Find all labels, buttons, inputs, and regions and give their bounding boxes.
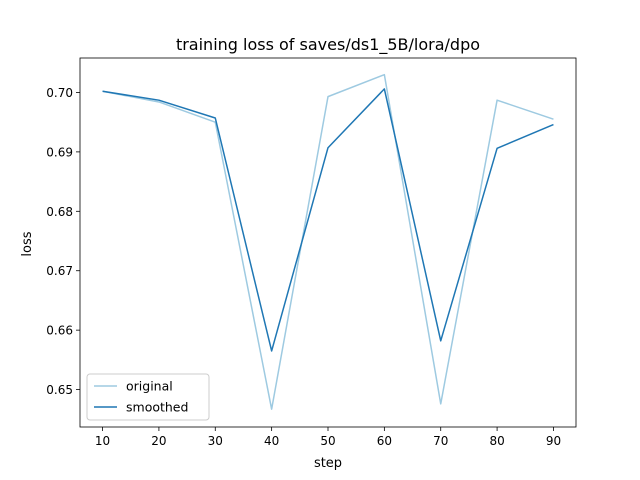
x-tick-label: 70 xyxy=(433,434,448,448)
y-tick-label: 0.67 xyxy=(46,264,73,278)
y-tick-label: 0.68 xyxy=(46,205,73,219)
x-tick-label: 20 xyxy=(151,434,166,448)
x-tick-label: 80 xyxy=(489,434,504,448)
x-tick-label: 40 xyxy=(264,434,279,448)
x-tick-label: 60 xyxy=(377,434,392,448)
legend-label: smoothed xyxy=(126,400,188,415)
y-tick-label: 0.70 xyxy=(46,86,73,100)
y-axis: 0.65 0.66 0.67 0.68 0.69 0.70 xyxy=(46,86,80,397)
chart-title: training loss of saves/ds1_5B/lora/dpo xyxy=(176,35,480,55)
x-axis: 10 20 30 40 50 60 70 80 90 xyxy=(95,427,561,448)
legend: original smoothed xyxy=(86,373,210,421)
y-tick-label: 0.66 xyxy=(46,324,73,338)
x-axis-label: step xyxy=(314,456,342,471)
x-tick-label: 10 xyxy=(95,434,110,448)
y-tick-label: 0.69 xyxy=(46,145,73,159)
x-tick-label: 90 xyxy=(546,434,561,448)
y-tick-label: 0.65 xyxy=(46,383,73,397)
y-axis-label: loss xyxy=(20,231,35,256)
x-tick-label: 50 xyxy=(320,434,335,448)
legend-box xyxy=(86,373,210,421)
legend-label: original xyxy=(126,379,173,394)
x-tick-label: 30 xyxy=(208,434,223,448)
